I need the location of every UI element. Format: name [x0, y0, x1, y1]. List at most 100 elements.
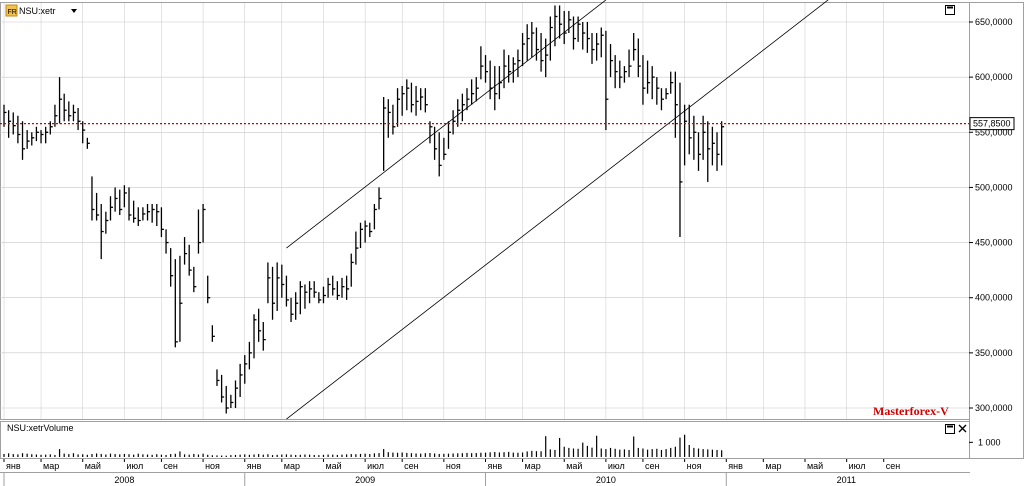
month-label: янв	[728, 461, 743, 471]
price-bar	[318, 292, 322, 304]
price-bar	[86, 137, 90, 149]
month-label: ноя	[446, 461, 461, 471]
price-bar	[670, 71, 674, 94]
price-bar	[586, 22, 590, 53]
symbol-badge-icon	[5, 4, 18, 17]
price-bar	[54, 104, 58, 127]
symbol-badge-text: FR	[8, 9, 17, 16]
price-bar	[637, 38, 641, 78]
y-tick-label: 350,0000	[975, 348, 1013, 358]
price-bar	[540, 33, 544, 72]
price-axis: 650,0000 600,0000 550,0000 500,0000 450,0000…	[969, 17, 1013, 413]
price-bar	[276, 262, 280, 311]
price-bar	[470, 79, 475, 105]
price-bar	[128, 187, 132, 221]
price-bar	[156, 203, 160, 227]
price-bar	[202, 203, 206, 243]
volume-tick-label: 1 000	[978, 437, 1001, 447]
price-bar	[568, 10, 572, 34]
price-bar	[383, 96, 387, 171]
price-bar	[341, 277, 345, 298]
price-bar	[651, 66, 655, 100]
price-bar	[308, 281, 313, 304]
axis-panel-frame	[969, 2, 1024, 459]
price-bar	[591, 33, 595, 64]
price-bar	[410, 82, 414, 113]
symbol-label[interactable]: NSU:xetr	[19, 6, 56, 16]
price-bar	[304, 284, 308, 309]
price-bar	[424, 88, 428, 113]
price-bar	[396, 88, 401, 127]
price-bar	[614, 55, 618, 89]
price-bar	[438, 132, 442, 177]
price-bar	[521, 33, 526, 67]
price-bar	[160, 207, 164, 238]
maximize-icon[interactable]	[945, 5, 955, 15]
chevron-down-icon[interactable]	[71, 9, 77, 13]
price-bar	[711, 126, 715, 166]
price-bar	[452, 110, 456, 135]
price-bar	[429, 121, 433, 144]
price-bar	[295, 292, 299, 320]
channel-line	[286, 0, 607, 249]
price-bar	[480, 46, 484, 80]
price-bar	[119, 189, 123, 215]
volume-bars	[3, 434, 723, 457]
price-bar	[582, 22, 586, 50]
price-bar	[526, 24, 530, 61]
maximize-icon[interactable]	[945, 424, 955, 434]
price-bar	[545, 38, 549, 78]
price-bar	[563, 10, 567, 45]
price-bar	[225, 385, 229, 414]
month-label: сен	[645, 461, 660, 471]
symbol-selector[interactable]: FR NSU:xetr	[5, 4, 77, 17]
channel-line	[286, 0, 829, 420]
price-bar	[512, 57, 516, 83]
y-tick-label: 650,0000	[975, 17, 1013, 27]
price-bar	[679, 82, 683, 238]
close-icon[interactable]	[958, 424, 967, 433]
price-bar	[49, 121, 53, 135]
current-price-label: 557,8500	[973, 119, 1011, 129]
price-bar	[281, 264, 285, 298]
price-bar	[58, 77, 63, 124]
month-label: мар	[765, 461, 781, 471]
price-bar	[577, 16, 581, 42]
price-bar	[132, 200, 137, 223]
price-bar	[230, 394, 234, 408]
price-bar	[109, 196, 113, 221]
price-bar	[702, 115, 706, 160]
price-bar	[257, 308, 262, 342]
price-bar	[619, 60, 623, 89]
price-bar	[313, 281, 317, 298]
price-bar	[197, 209, 201, 254]
year-label: 2010	[596, 475, 616, 485]
month-label: сен	[404, 461, 419, 471]
price-bar	[188, 244, 192, 276]
price-bar	[489, 60, 493, 100]
month-label: янв	[6, 461, 21, 471]
year-label: 2008	[114, 475, 134, 485]
price-bar	[35, 126, 39, 142]
y-tick-label: 300,0000	[975, 403, 1013, 413]
price-bar	[299, 281, 303, 315]
price-maximize-button[interactable]	[945, 5, 955, 15]
price-bar	[554, 5, 558, 47]
month-label: мар	[284, 461, 300, 471]
price-bar	[660, 88, 664, 111]
price-bar	[123, 185, 127, 208]
price-bar	[642, 55, 646, 105]
month-label: ноя	[687, 461, 702, 471]
price-bar	[165, 229, 169, 254]
month-label: янв	[247, 461, 262, 471]
price-bar	[350, 253, 354, 287]
price-bar	[494, 66, 498, 111]
price-bar	[605, 30, 609, 131]
price-bar	[285, 275, 289, 307]
volume-close-button[interactable]	[958, 424, 967, 433]
price-bar	[572, 16, 576, 50]
price-bar	[443, 137, 447, 160]
volume-maximize-button[interactable]	[945, 424, 955, 434]
price-bar	[234, 380, 238, 408]
price-bar	[447, 121, 451, 149]
